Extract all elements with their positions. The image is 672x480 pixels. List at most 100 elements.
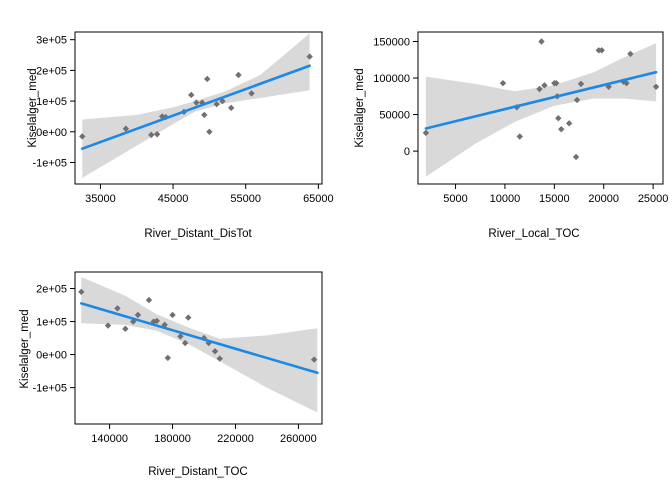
data-point [114,305,121,312]
data-point [541,82,548,89]
data-point [573,96,581,104]
data-point [181,339,189,347]
data-point [78,288,85,296]
ci-layer [82,33,310,178]
x-tick-label: 45000 [158,193,189,205]
y-tick-label: -1e+05 [32,383,67,395]
data-point [235,71,242,79]
y-axis-title: Kiselalger_med [354,68,366,147]
x-tick-label: 220000 [217,433,254,445]
data-point [79,133,86,140]
y-tick-label: 2e+05 [36,65,67,77]
data-point [148,131,155,139]
data-point [306,53,313,60]
data-point [538,38,545,45]
regression-line [80,64,311,150]
y-tick-label: 3e+05 [36,35,67,47]
x-tick-label: 140000 [91,433,128,445]
ticks-layer: 35000 45000 55000 65000 -1e+05 0e+00 1e+05 2e+0… [32,35,333,205]
data-point [605,83,612,91]
plot-frame [74,271,323,425]
data-point [164,354,172,362]
y-tick-label: 0e+00 [36,350,67,362]
y-axis-title: Kiselalger_med [19,309,31,388]
plot-frame [74,31,323,185]
data-point [206,128,213,135]
data-point [169,311,176,319]
y-tick-label: 100000 [373,73,410,85]
y-axis-title: Kiselalger_med [27,68,39,147]
data-point [177,333,184,340]
data-point [623,79,630,87]
x-tick-label: 15000 [539,193,570,205]
data-point [153,131,161,138]
panel-2: 5000 10000 15000 20000 25000 0 50000 100000 1500… [354,31,668,240]
y-tick-label: 0e+00 [36,127,67,139]
x-tick-label: 55000 [230,193,261,205]
data-point [134,311,142,319]
data-point [122,325,129,333]
x-tick-label: 25000 [638,193,669,205]
confidence-band [81,277,318,413]
x-tick-label: 35000 [85,193,116,205]
y-tick-label: 1e+05 [36,96,67,108]
x-tick-label: 10000 [490,193,521,205]
y-tick-label: 1e+05 [36,317,67,329]
data-point [198,99,206,106]
data-point [227,104,235,112]
data-point [211,348,219,355]
y-tick-label: 50000 [379,110,410,122]
data-point [204,75,211,83]
points-layer [422,38,660,161]
data-point [153,317,161,325]
points-layer [78,288,319,375]
confidence-band [82,33,310,178]
data-point [145,296,153,304]
data-point [565,120,573,127]
y-tick-label: 2e+05 [36,284,67,296]
ticks-layer: 5000 10000 15000 20000 25000 0 50000 100000 1500… [373,37,668,206]
data-point [201,111,208,119]
x-tick-label: 180000 [154,433,191,445]
data-point [104,322,112,329]
data-point [516,133,523,140]
data-point [248,90,255,97]
regression-line [424,70,658,130]
data-point [213,100,220,108]
data-point [422,129,430,137]
x-tick-label: 5000 [443,193,467,205]
y-tick-label: 0 [404,146,410,158]
data-point [216,355,223,362]
x-axis-title: River_Local_TOC [488,228,579,240]
data-point [185,314,192,321]
y-tick-label: -1e+05 [32,158,67,170]
data-point [122,125,130,132]
data-point [652,83,660,91]
ci-layer [425,43,657,177]
data-point [572,153,580,161]
data-point [627,50,634,58]
ticks-layer: 140000 180000 220000 260000 -1e+05 0e+00 1e+05… [32,284,316,445]
data-point [558,125,565,133]
x-axis-title: River_Distant_DisTot [144,228,252,240]
data-point [553,79,560,87]
data-point [310,356,318,363]
x-axis-title: River_Distant_TOC [148,466,248,478]
panel-3: 140000 180000 220000 260000 -1e+05 0e+00 1e+05… [19,271,323,478]
x-tick-label: 260000 [280,433,317,445]
data-point [499,79,507,87]
data-point [193,99,200,106]
data-point [188,91,195,99]
data-point [577,80,585,88]
y-tick-label: 150000 [373,37,410,49]
points-layer [79,53,313,150]
panel-1: 35000 45000 55000 65000 -1e+05 0e+00 1e+05 2e+0… [27,31,334,240]
confidence-band [425,43,657,177]
data-point [555,115,562,122]
data-point [598,47,605,54]
regression-line [79,302,319,375]
data-point [536,85,543,93]
ci-layer [81,277,318,413]
x-tick-label: 20000 [588,193,619,205]
